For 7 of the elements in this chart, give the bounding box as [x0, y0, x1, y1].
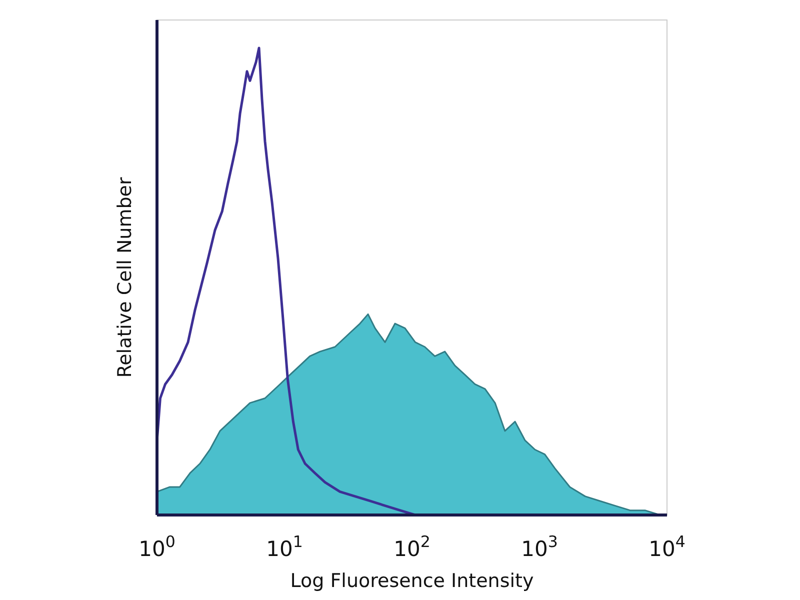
x-tick-label: 10$^{3}$: [521, 532, 558, 561]
x-tick-label: 10$^{1}$: [266, 532, 303, 561]
x-tick-label: 10$^{4}$: [648, 532, 686, 561]
y-axis-title: Relative Cell Number: [114, 177, 136, 378]
x-axis-title: Log Fluoresence Intensity: [290, 570, 534, 592]
x-tick-label: 10$^{2}$: [394, 532, 430, 561]
x-tick-label: 10$^{0}$: [138, 532, 176, 561]
